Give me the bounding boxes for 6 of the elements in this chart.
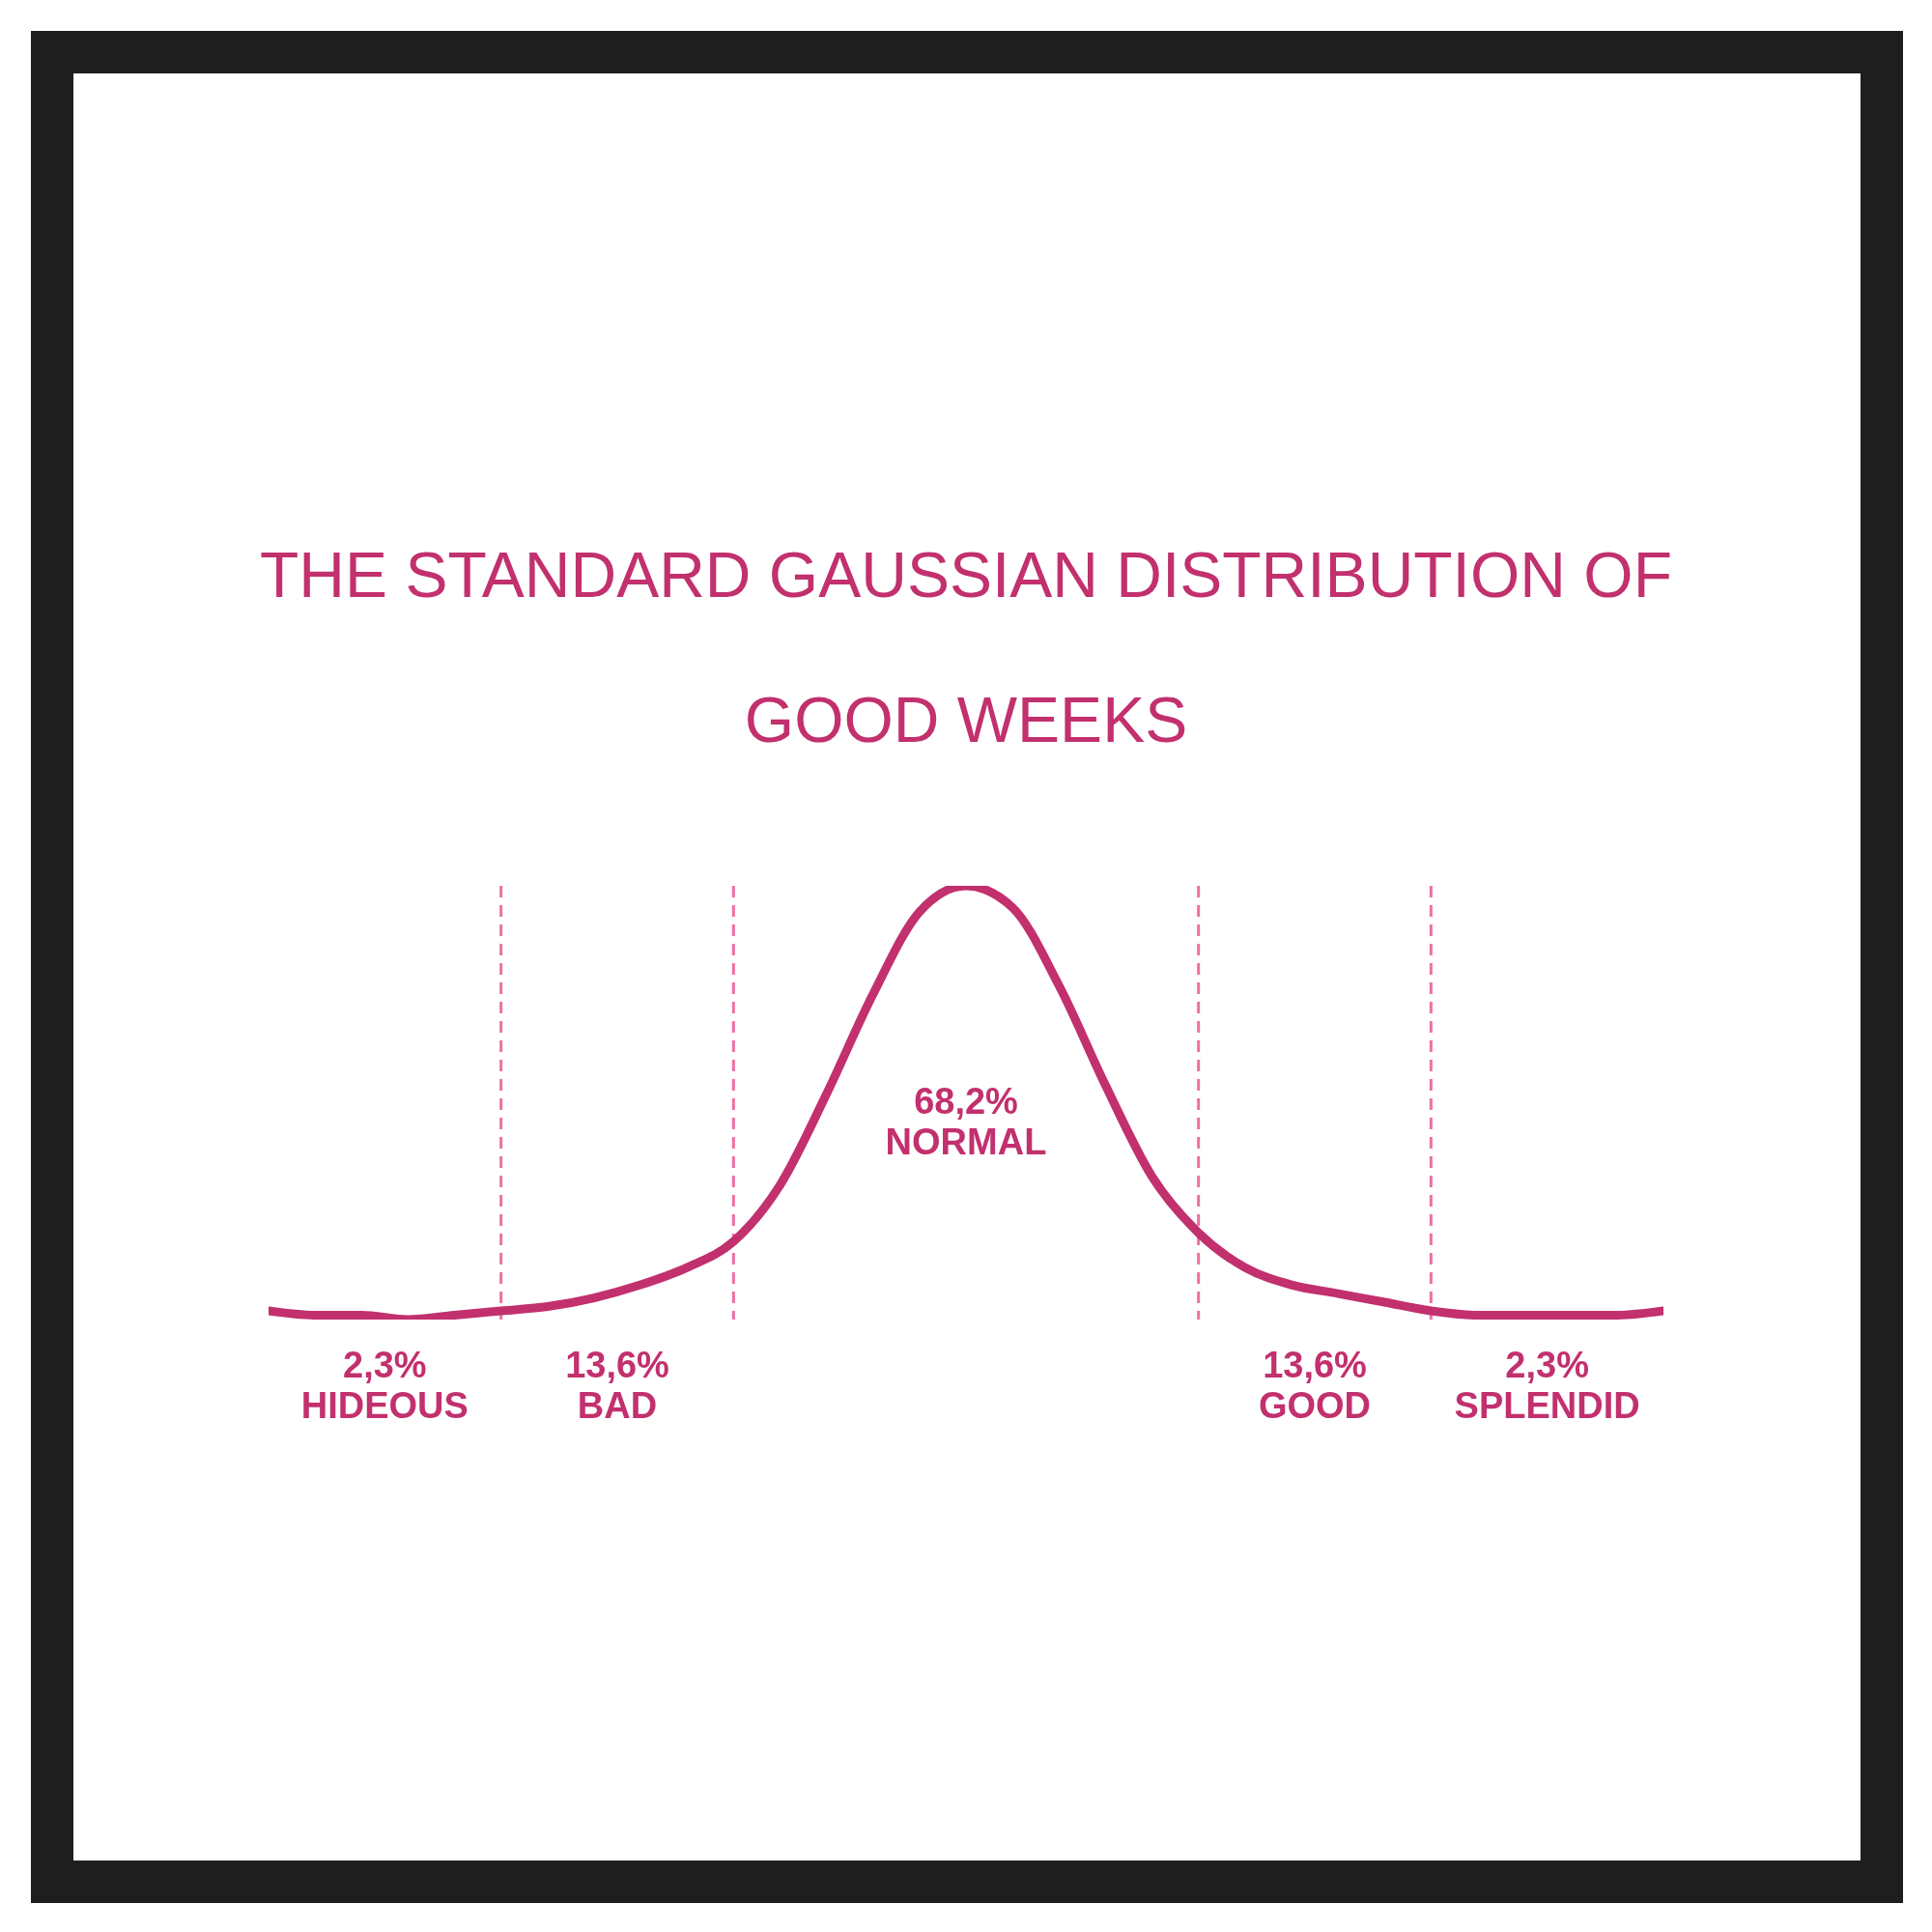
text: 2,3% HIDEOUS: [299, 1345, 469, 1426]
text: 13,6% GOOD: [1257, 1345, 1373, 1426]
annotation: 68,2% NORMAL: [884, 1080, 1048, 1162]
text: 2,3% SPLENDID: [1453, 1345, 1641, 1426]
chart-title: THE STANDARD GAUSSIAN DISTRIBUTION OF GOOD WEEKS: [259, 538, 1673, 757]
text: 13,6% BAD: [564, 1345, 670, 1426]
